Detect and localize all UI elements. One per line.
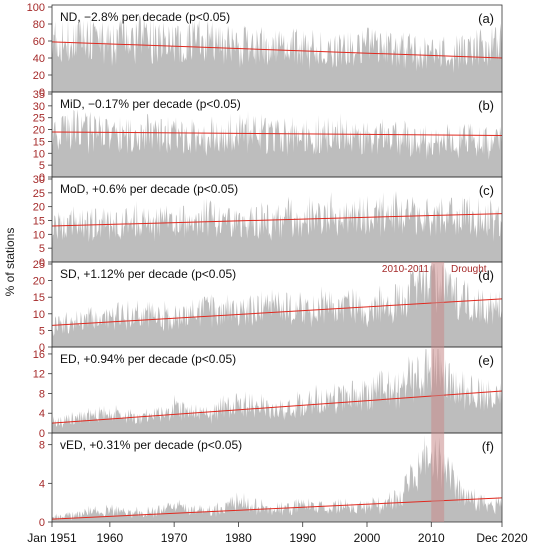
series-area-6 xyxy=(52,435,502,522)
y-tick-label-3-5: 5 xyxy=(39,243,45,255)
x-tick-label-5: 2000 xyxy=(354,531,381,545)
y-tick-label-6-4: 4 xyxy=(39,478,45,490)
y-tick-label-5-12: 12 xyxy=(33,369,45,381)
panel-title-2: MiD, −0.17% per decade (p<0.05) xyxy=(60,97,241,111)
x-tick-label-6: 2010 xyxy=(418,531,445,545)
y-tick-label-5-16: 16 xyxy=(33,349,45,361)
panel-letter-6: (f) xyxy=(482,439,494,454)
y-tick-label-2-15: 15 xyxy=(33,136,45,148)
y-tick-label-3-0: 0 xyxy=(39,257,45,269)
y-tick-label-4-20: 20 xyxy=(33,276,45,288)
y-tick-label-1-0: 0 xyxy=(39,87,45,99)
panel-4: 0 5 10 15 20 25 SD, +1.12% per decade (p<0.05)… xyxy=(33,259,503,354)
y-tick-label-1-40: 40 xyxy=(33,53,45,65)
trend-line-2 xyxy=(51,131,503,136)
y-tick-label-3-30: 30 xyxy=(33,174,45,186)
series-area-2 xyxy=(52,109,502,177)
y-tick-label-1-60: 60 xyxy=(33,36,45,48)
series-area-3 xyxy=(52,191,502,262)
panel-letter-3: (c) xyxy=(479,183,494,198)
trend-line-5 xyxy=(51,390,503,424)
trend-line-1 xyxy=(51,41,503,59)
y-tick-label-2-5: 5 xyxy=(39,160,45,172)
panel-5: 0 4 8 12 16 ED, +0.94% per decade (p<0.05) (e) xyxy=(33,346,503,440)
series-area-1 xyxy=(52,15,502,93)
panel-letter-4: (d) xyxy=(478,268,494,283)
drought-label-left: 2010-2011 xyxy=(382,264,430,275)
y-tick-label-2-20: 20 xyxy=(33,125,45,137)
x-tick-label-3: 1980 xyxy=(225,531,252,545)
y-tick-label-3-15: 15 xyxy=(33,216,45,228)
panel-title-4: SD, +1.12% per decade (p<0.05) xyxy=(60,267,236,281)
y-tick-label-6-0: 0 xyxy=(39,517,45,529)
y-tick-label-4-25: 25 xyxy=(33,259,45,271)
y-tick-label-4-15: 15 xyxy=(33,292,45,304)
x-tick-label-4: 1990 xyxy=(289,531,316,545)
y-tick-label-4-0: 0 xyxy=(39,342,45,354)
panel-6: 0 4 8 vED, +0.31% per decade (p<0.05) (f) xyxy=(39,432,503,529)
panel-letter-2: (b) xyxy=(478,98,494,113)
trend-line-3 xyxy=(51,213,503,227)
panel-title-5: ED, +0.94% per decade (p<0.05) xyxy=(60,352,236,366)
y-tick-label-5-8: 8 xyxy=(39,388,45,400)
trend-line-4 xyxy=(51,298,503,326)
y-tick-label-4-10: 10 xyxy=(33,309,45,321)
y-tick-label-3-20: 20 xyxy=(33,202,45,214)
y-tick-label-2-25: 25 xyxy=(33,113,45,125)
y-tick-label-3-25: 25 xyxy=(33,188,45,200)
panel-title-1: ND, −2.8% per decade (p<0.05) xyxy=(60,10,230,24)
panel-letter-1: (a) xyxy=(478,11,494,26)
y-tick-label-4-5: 5 xyxy=(39,325,45,337)
y-tick-label-6-8: 8 xyxy=(39,440,45,452)
y-tick-label-5-0: 0 xyxy=(39,428,45,440)
x-tick-label-7: Dec 2020 xyxy=(476,531,528,545)
y-tick-label-1-100: 100 xyxy=(27,2,45,14)
panel-letter-5: (e) xyxy=(478,353,494,368)
y-tick-label-2-35: 35 xyxy=(33,89,45,101)
y-tick-label-1-80: 80 xyxy=(33,19,45,31)
y-tick-label-3-10: 10 xyxy=(33,229,45,241)
series-area-4 xyxy=(52,264,502,347)
panel-frame-6 xyxy=(51,432,503,523)
x-tick-label-2: 1970 xyxy=(161,531,188,545)
panel-1: 0 20 40 60 80 100 ND, −2.8% per decade (p<0.05… xyxy=(27,2,503,99)
x-tick-label-1: 1960 xyxy=(97,531,124,545)
y-tick-label-2-10: 10 xyxy=(33,148,45,160)
x-tick-label-0: Jan 1951 xyxy=(27,531,77,545)
drought-label-right: Drought xyxy=(451,264,487,275)
y-tick-label-2-0: 0 xyxy=(39,172,45,184)
panel-title-3: MoD, +0.6% per decade (p<0.05) xyxy=(60,182,238,196)
series-area-5 xyxy=(52,349,502,433)
x-axis: Jan 1951 1960 1970 1980 1990 2000 2010 Dec 2020 xyxy=(27,522,528,545)
y-tick-label-1-20: 20 xyxy=(33,70,45,82)
y-tick-label-2-30: 30 xyxy=(33,101,45,113)
drought-band xyxy=(431,262,445,522)
y-axis-label: % of stations xyxy=(3,228,17,297)
panel-title-6: vED, +0.31% per decade (p<0.05) xyxy=(60,438,242,452)
trend-line-6 xyxy=(51,497,503,520)
y-tick-label-5-4: 4 xyxy=(39,408,45,420)
